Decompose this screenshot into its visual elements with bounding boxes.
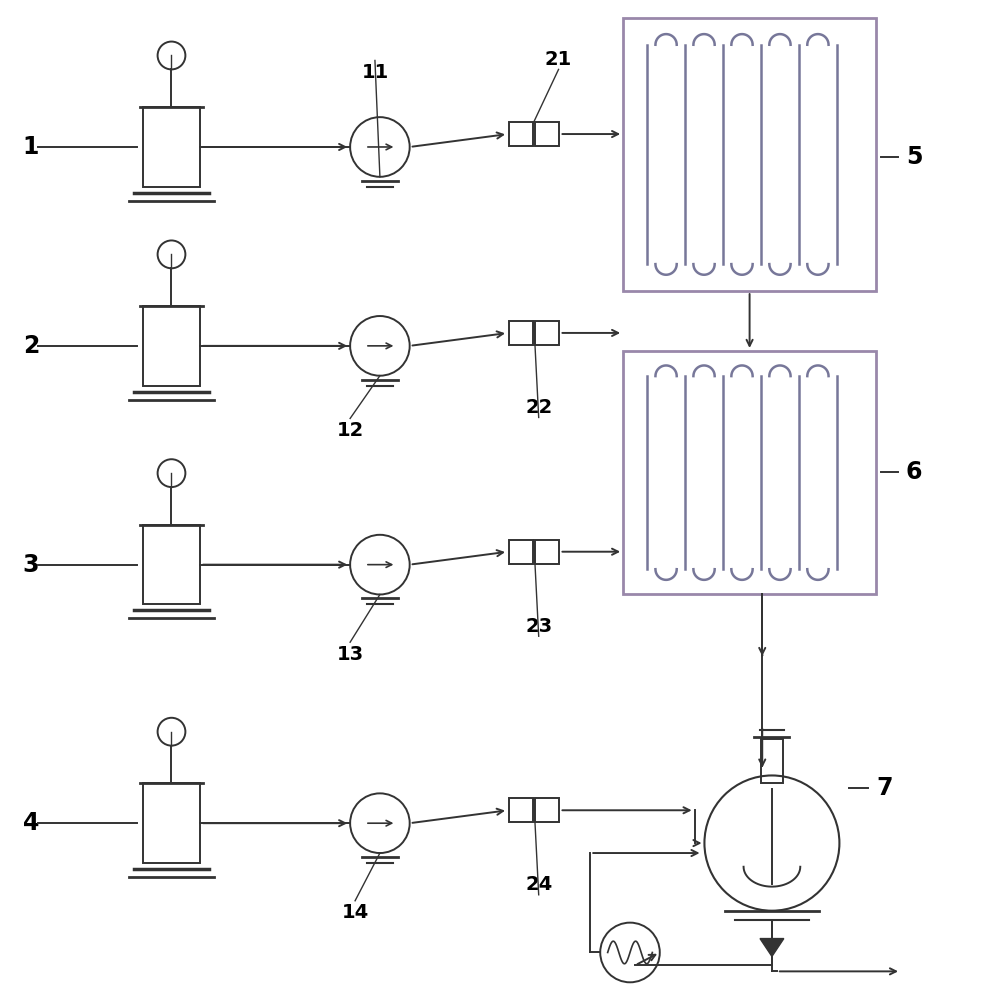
Bar [509,321,533,345]
Bar [535,122,559,146]
Bar [623,18,876,291]
Bar [143,306,201,386]
Text: 22: 22 [525,398,552,417]
Text: 4: 4 [23,811,39,835]
Text: 1: 1 [23,135,39,159]
Bar [143,783,201,863]
Bar [623,351,876,594]
Text: 2: 2 [23,334,39,358]
Bar [143,107,201,187]
Bar [509,540,533,564]
Text: 11: 11 [361,63,388,82]
Text: 24: 24 [525,875,552,894]
Text: 7: 7 [876,776,892,800]
Text: 3: 3 [23,553,39,577]
Bar [535,798,559,822]
Bar [535,321,559,345]
Text: 14: 14 [341,903,368,922]
Text: 5: 5 [906,145,922,169]
Text: 12: 12 [336,421,363,440]
Polygon shape [760,939,783,956]
Bar [761,739,782,783]
Bar [509,122,533,146]
Text: 21: 21 [545,50,572,69]
Text: 6: 6 [906,460,922,484]
Bar [143,525,201,604]
Bar [509,798,533,822]
Text: 13: 13 [336,645,363,664]
Bar [535,540,559,564]
Text: 23: 23 [525,617,552,636]
